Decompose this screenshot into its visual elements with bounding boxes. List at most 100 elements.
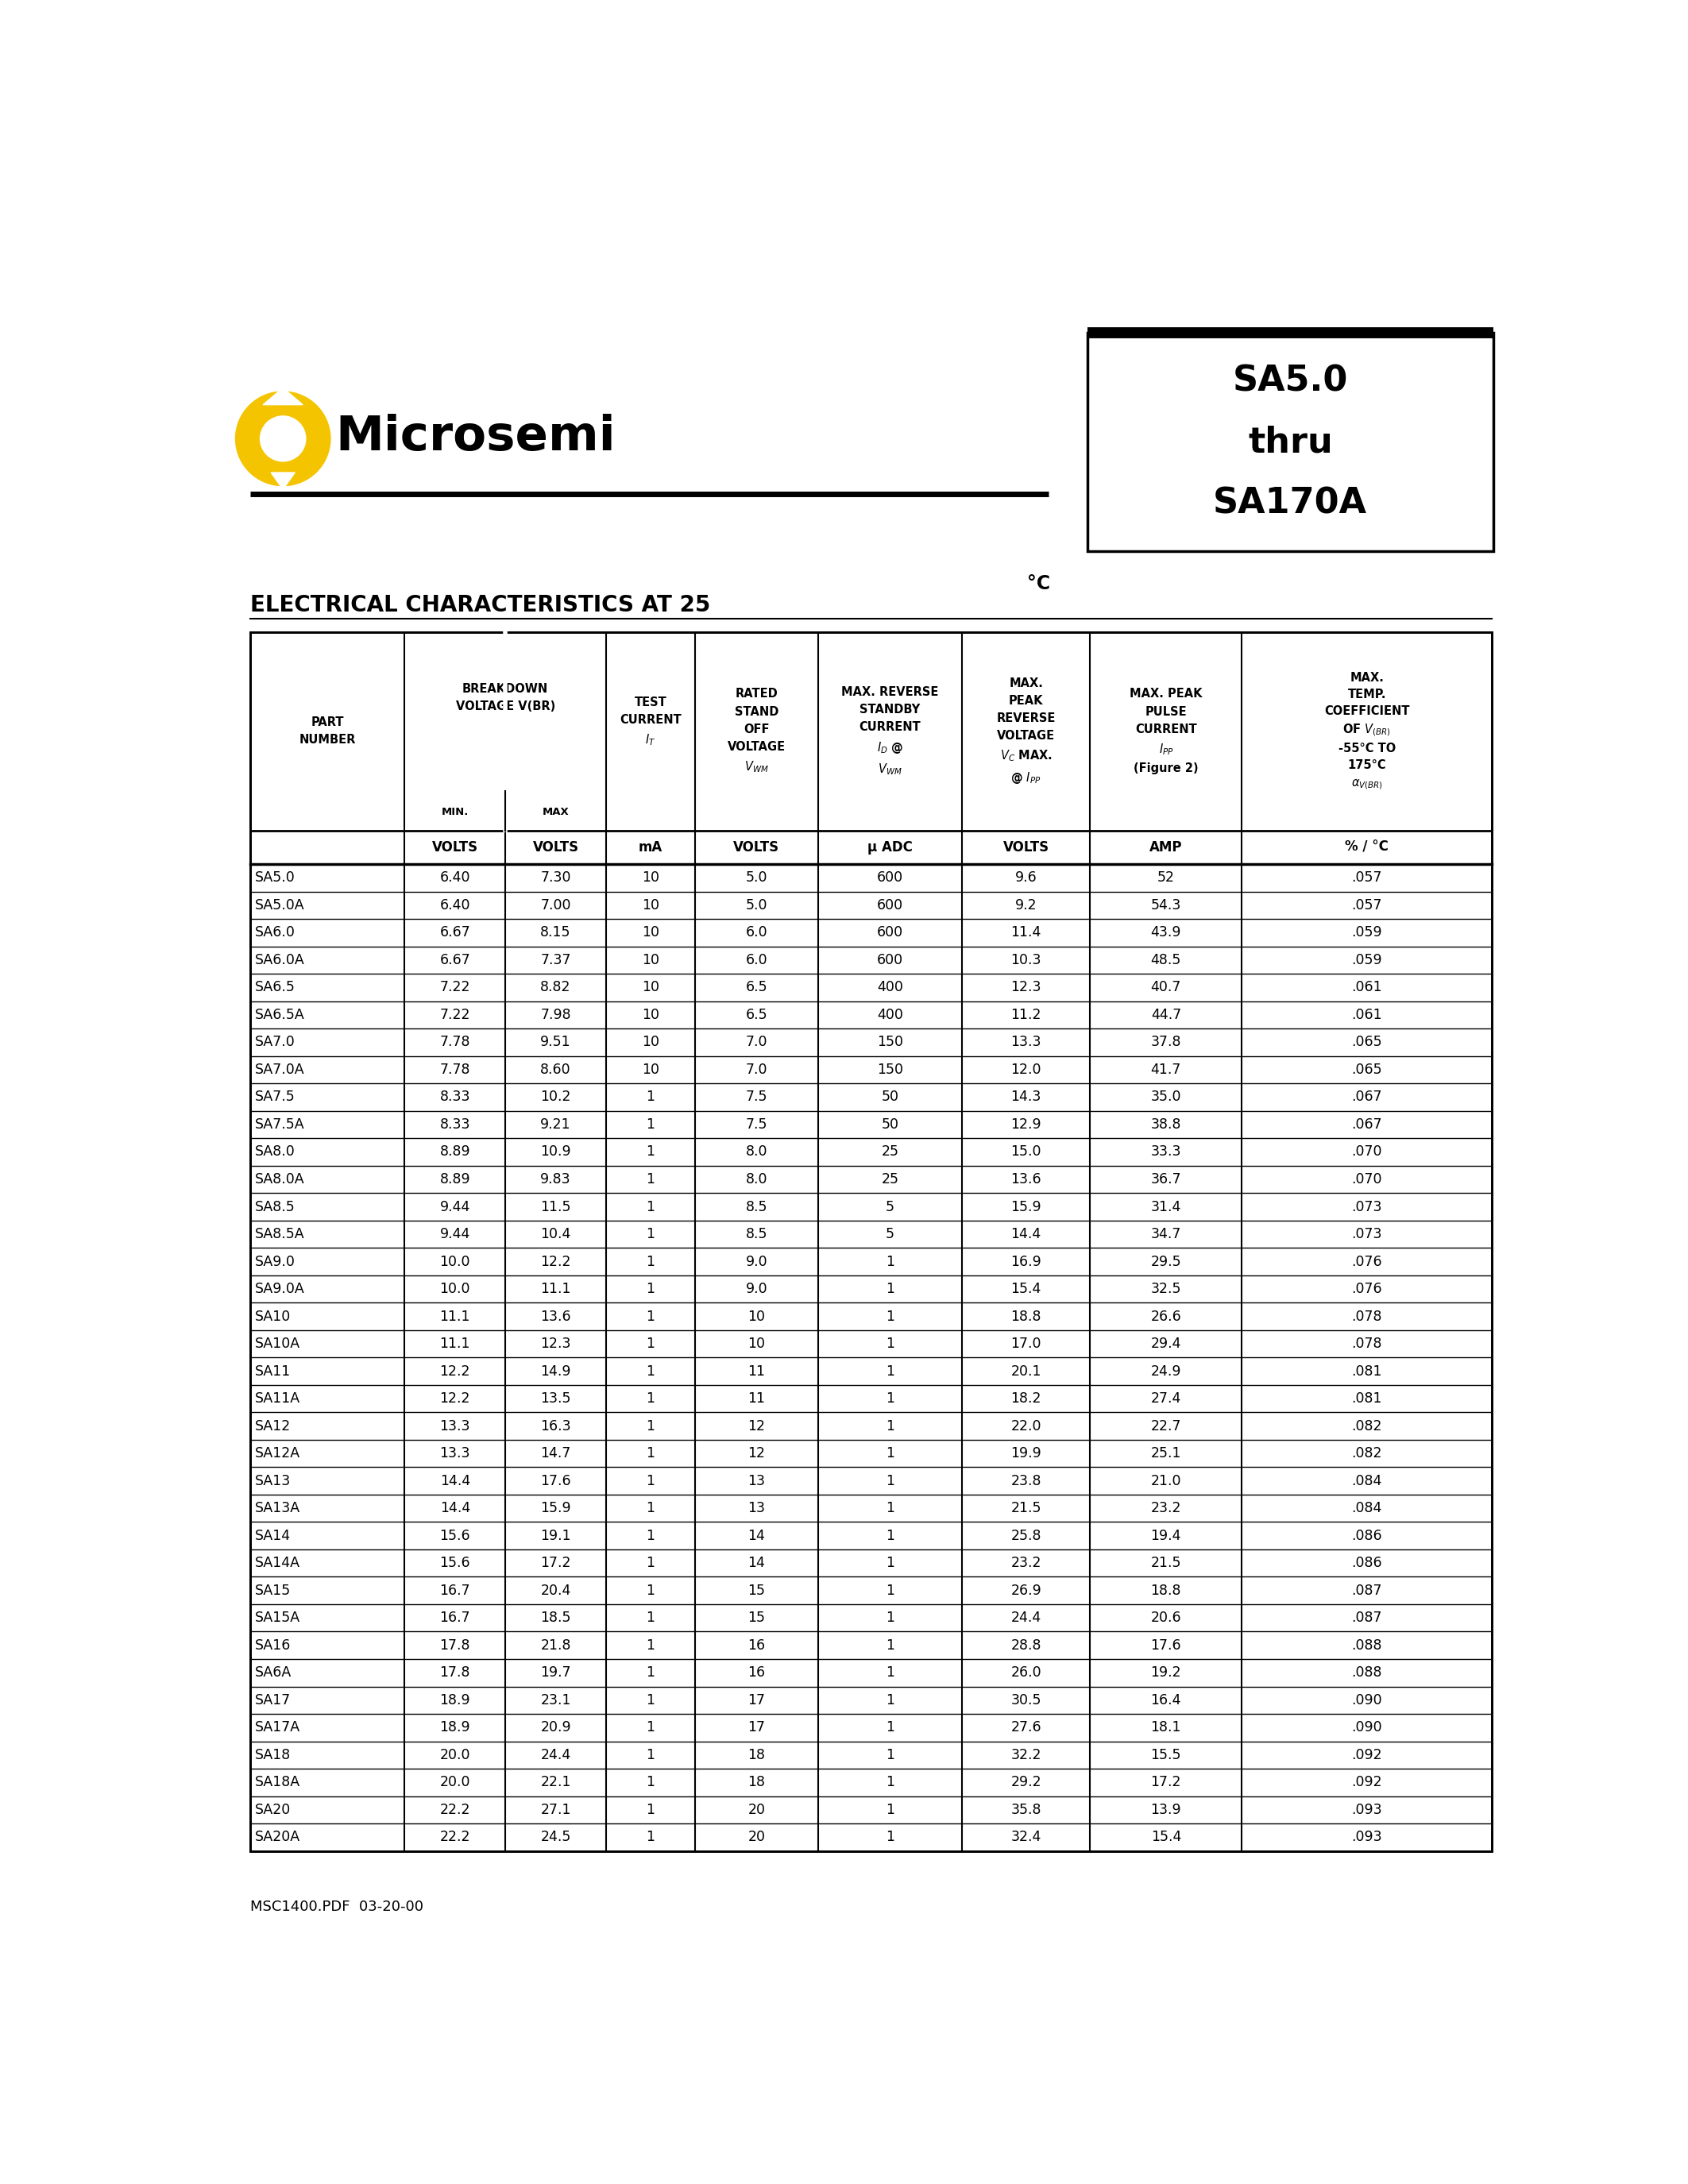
Text: 7.78: 7.78 (439, 1035, 471, 1051)
Text: 6.0: 6.0 (746, 926, 768, 939)
Text: 7.22: 7.22 (439, 1007, 471, 1022)
Text: .067: .067 (1352, 1118, 1382, 1131)
Text: 1: 1 (647, 1282, 655, 1295)
Text: 22.2: 22.2 (439, 1830, 471, 1843)
Text: SA17: SA17 (255, 1693, 290, 1708)
Text: 27.4: 27.4 (1151, 1391, 1182, 1406)
Text: 21.5: 21.5 (1151, 1555, 1182, 1570)
Text: 400: 400 (876, 981, 903, 994)
Text: 22.2: 22.2 (439, 1802, 471, 1817)
Text: 1: 1 (886, 1776, 895, 1789)
Text: .081: .081 (1352, 1365, 1382, 1378)
Text: 35.0: 35.0 (1151, 1090, 1182, 1105)
Text: 17.2: 17.2 (540, 1555, 571, 1570)
Text: 8.82: 8.82 (540, 981, 571, 994)
Text: 7.00: 7.00 (540, 898, 571, 913)
Text: 16.9: 16.9 (1011, 1254, 1041, 1269)
Text: 8.0: 8.0 (746, 1144, 768, 1160)
Text: 13.3: 13.3 (1011, 1035, 1041, 1051)
Text: 16.7: 16.7 (439, 1612, 471, 1625)
Text: .084: .084 (1352, 1500, 1382, 1516)
Text: SA5.0
thru
SA170A: SA5.0 thru SA170A (1214, 365, 1367, 520)
Text: AMP: AMP (1150, 841, 1183, 854)
Text: 23.8: 23.8 (1011, 1474, 1041, 1487)
Text: 1: 1 (647, 1474, 655, 1487)
Text: 1: 1 (647, 1090, 655, 1105)
Text: SA12: SA12 (255, 1420, 290, 1433)
Text: 1: 1 (647, 1173, 655, 1186)
Text: 22.0: 22.0 (1011, 1420, 1041, 1433)
Text: 40.7: 40.7 (1151, 981, 1182, 994)
Text: 38.8: 38.8 (1151, 1118, 1182, 1131)
Text: .057: .057 (1352, 898, 1382, 913)
Text: 17: 17 (748, 1693, 765, 1708)
Text: VOLTS: VOLTS (533, 841, 579, 854)
Bar (1087, 332, 1494, 550)
Text: 19.4: 19.4 (1151, 1529, 1182, 1542)
Text: 150: 150 (876, 1035, 903, 1051)
Text: 1: 1 (886, 1583, 895, 1599)
Text: .070: .070 (1352, 1173, 1382, 1186)
Text: 23.2: 23.2 (1151, 1500, 1182, 1516)
Text: .081: .081 (1352, 1391, 1382, 1406)
Text: 10: 10 (641, 898, 660, 913)
Text: 8.33: 8.33 (439, 1118, 471, 1131)
Text: 1: 1 (647, 1830, 655, 1843)
Text: 7.5: 7.5 (746, 1090, 768, 1105)
Text: 1: 1 (647, 1420, 655, 1433)
Text: 43.9: 43.9 (1151, 926, 1182, 939)
Text: 10: 10 (641, 952, 660, 968)
Text: 17: 17 (748, 1721, 765, 1734)
Text: 6.0: 6.0 (746, 952, 768, 968)
Text: 600: 600 (876, 871, 903, 885)
Text: 10: 10 (641, 1035, 660, 1051)
Text: 13.6: 13.6 (1011, 1173, 1041, 1186)
Text: 21.0: 21.0 (1151, 1474, 1182, 1487)
Text: 23.2: 23.2 (1011, 1555, 1041, 1570)
Text: 1: 1 (886, 1337, 895, 1352)
Text: PART
NUMBER: PART NUMBER (299, 716, 356, 747)
Text: 600: 600 (876, 926, 903, 939)
Text: 13: 13 (748, 1500, 765, 1516)
Text: 54.3: 54.3 (1151, 898, 1182, 913)
Text: 1: 1 (886, 1638, 895, 1653)
Text: 1: 1 (647, 1337, 655, 1352)
Text: 18.1: 18.1 (1151, 1721, 1182, 1734)
Text: 1: 1 (886, 1446, 895, 1461)
Text: 9.21: 9.21 (540, 1118, 571, 1131)
Text: 5: 5 (886, 1199, 895, 1214)
Text: .065: .065 (1352, 1035, 1382, 1051)
Text: 1: 1 (886, 1474, 895, 1487)
Text: .090: .090 (1352, 1721, 1382, 1734)
Text: 1: 1 (647, 1308, 655, 1324)
Text: SA15A: SA15A (255, 1612, 300, 1625)
Text: 11.5: 11.5 (540, 1199, 571, 1214)
Text: 18.2: 18.2 (1011, 1391, 1041, 1406)
Text: 1: 1 (886, 1612, 895, 1625)
Text: 1: 1 (647, 1802, 655, 1817)
Text: SA5.0A: SA5.0A (255, 898, 306, 913)
Text: .087: .087 (1352, 1612, 1382, 1625)
Text: 12.0: 12.0 (1011, 1064, 1041, 1077)
Text: 10: 10 (641, 981, 660, 994)
Text: 29.4: 29.4 (1151, 1337, 1182, 1352)
Text: 400: 400 (876, 1007, 903, 1022)
Text: 1: 1 (647, 1583, 655, 1599)
Text: 17.2: 17.2 (1151, 1776, 1182, 1789)
Text: 1: 1 (886, 1282, 895, 1295)
Text: 6.40: 6.40 (439, 871, 471, 885)
Text: 17.6: 17.6 (540, 1474, 571, 1487)
Text: SA14A: SA14A (255, 1555, 300, 1570)
Text: .084: .084 (1352, 1474, 1382, 1487)
Text: 50: 50 (881, 1090, 898, 1105)
Text: 16.3: 16.3 (540, 1420, 571, 1433)
Text: .057: .057 (1352, 871, 1382, 885)
Text: 1: 1 (647, 1118, 655, 1131)
Text: SA6A: SA6A (255, 1666, 292, 1679)
Text: mA: mA (638, 841, 663, 854)
Text: 10.2: 10.2 (540, 1090, 571, 1105)
Text: 1: 1 (647, 1144, 655, 1160)
Text: TEST
CURRENT
$I_T$: TEST CURRENT $I_T$ (619, 697, 682, 747)
Text: 1: 1 (886, 1747, 895, 1762)
Text: MSC1400.PDF  03-20-00: MSC1400.PDF 03-20-00 (250, 1900, 424, 1913)
